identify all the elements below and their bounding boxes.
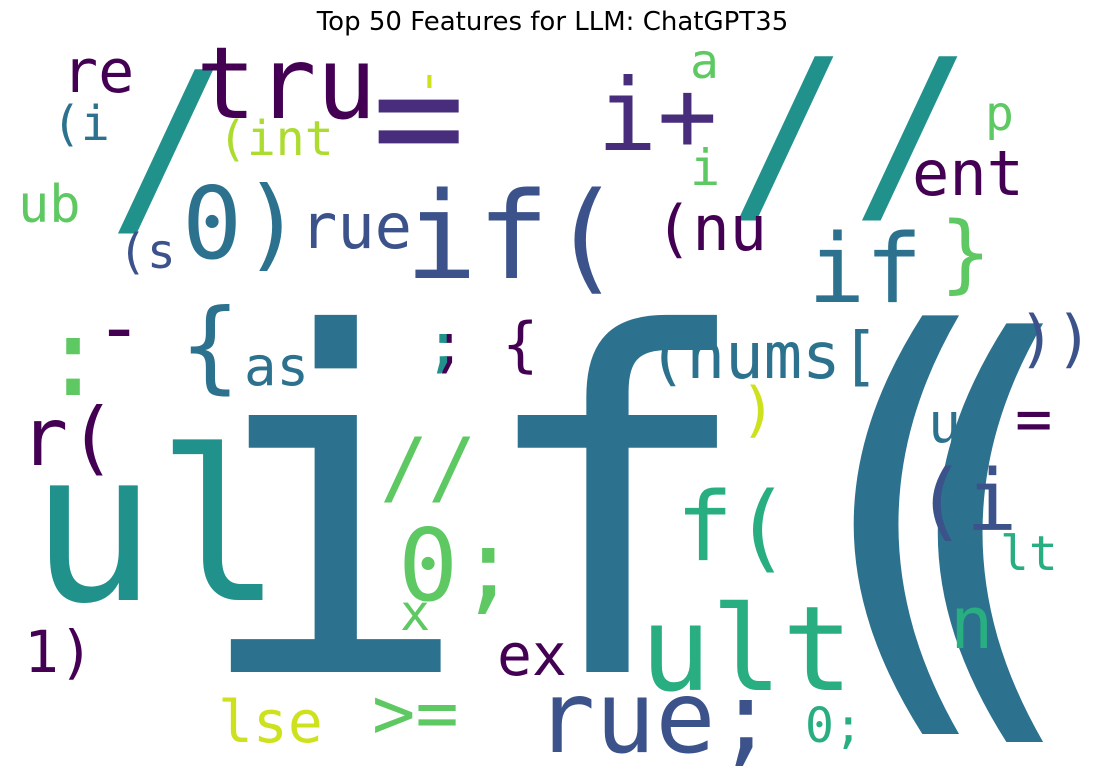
- word-44: ;: [425, 310, 461, 380]
- word-29: :: [40, 293, 106, 421]
- word-38: =: [1015, 382, 1052, 455]
- word-11: rue;: [535, 659, 776, 773]
- word-3: =: [372, 26, 465, 207]
- word-49: ): [740, 375, 776, 445]
- word-20: ent: [912, 137, 1024, 210]
- word-2: (: [840, 244, 1105, 773]
- word-33: -: [95, 281, 143, 374]
- word-10: ult: [640, 580, 853, 718]
- word-30: (int: [218, 111, 334, 167]
- word-27: re: [62, 37, 134, 107]
- word-12: 0): [182, 165, 302, 282]
- word-9: if(: [405, 168, 622, 307]
- word-0: if(: [190, 236, 1039, 773]
- word-24: >=: [372, 671, 459, 755]
- word-14: f(: [676, 473, 790, 583]
- chart-title: Top 50 Features for LLM: ChatGPT35: [316, 7, 789, 37]
- word-35: ue: [928, 391, 994, 455]
- word-22: rue: [300, 190, 412, 263]
- word-15: 0;: [398, 507, 518, 624]
- word-18: (i: [915, 452, 1017, 551]
- word-42: p: [985, 86, 1014, 142]
- word-43: ; {: [430, 310, 538, 380]
- word-4: /: [108, 30, 228, 263]
- word-48: x: [400, 584, 430, 642]
- word-41: a: [690, 34, 719, 90]
- word-7: tru: [196, 25, 377, 142]
- word-8: i+: [597, 57, 717, 174]
- word-46: lt: [1000, 526, 1058, 582]
- word-39: (i: [52, 96, 110, 152]
- word-1: ul: [30, 405, 283, 650]
- word-34: as: [244, 335, 309, 398]
- word-28: )): [1018, 302, 1093, 375]
- word-37: 1): [24, 618, 94, 686]
- word-23: (nu: [655, 192, 767, 265]
- word-13: if: [808, 215, 922, 325]
- word-25: n: [950, 581, 993, 665]
- word-5: /: [728, 17, 848, 250]
- word-45: (s: [118, 224, 176, 280]
- word-21: }: [940, 204, 991, 303]
- word-40: i: [690, 139, 720, 197]
- word-36: ub: [18, 175, 81, 235]
- word-26: //: [380, 421, 476, 514]
- word-19: r(: [20, 391, 116, 484]
- word-50: ': [415, 66, 444, 122]
- word-47: 0;: [805, 698, 863, 754]
- word-16: (nums[: [648, 320, 879, 394]
- word-17: {: [180, 287, 240, 404]
- word-6: /: [852, 17, 972, 250]
- word-31: ex: [497, 621, 567, 689]
- word-32: lse: [218, 688, 323, 756]
